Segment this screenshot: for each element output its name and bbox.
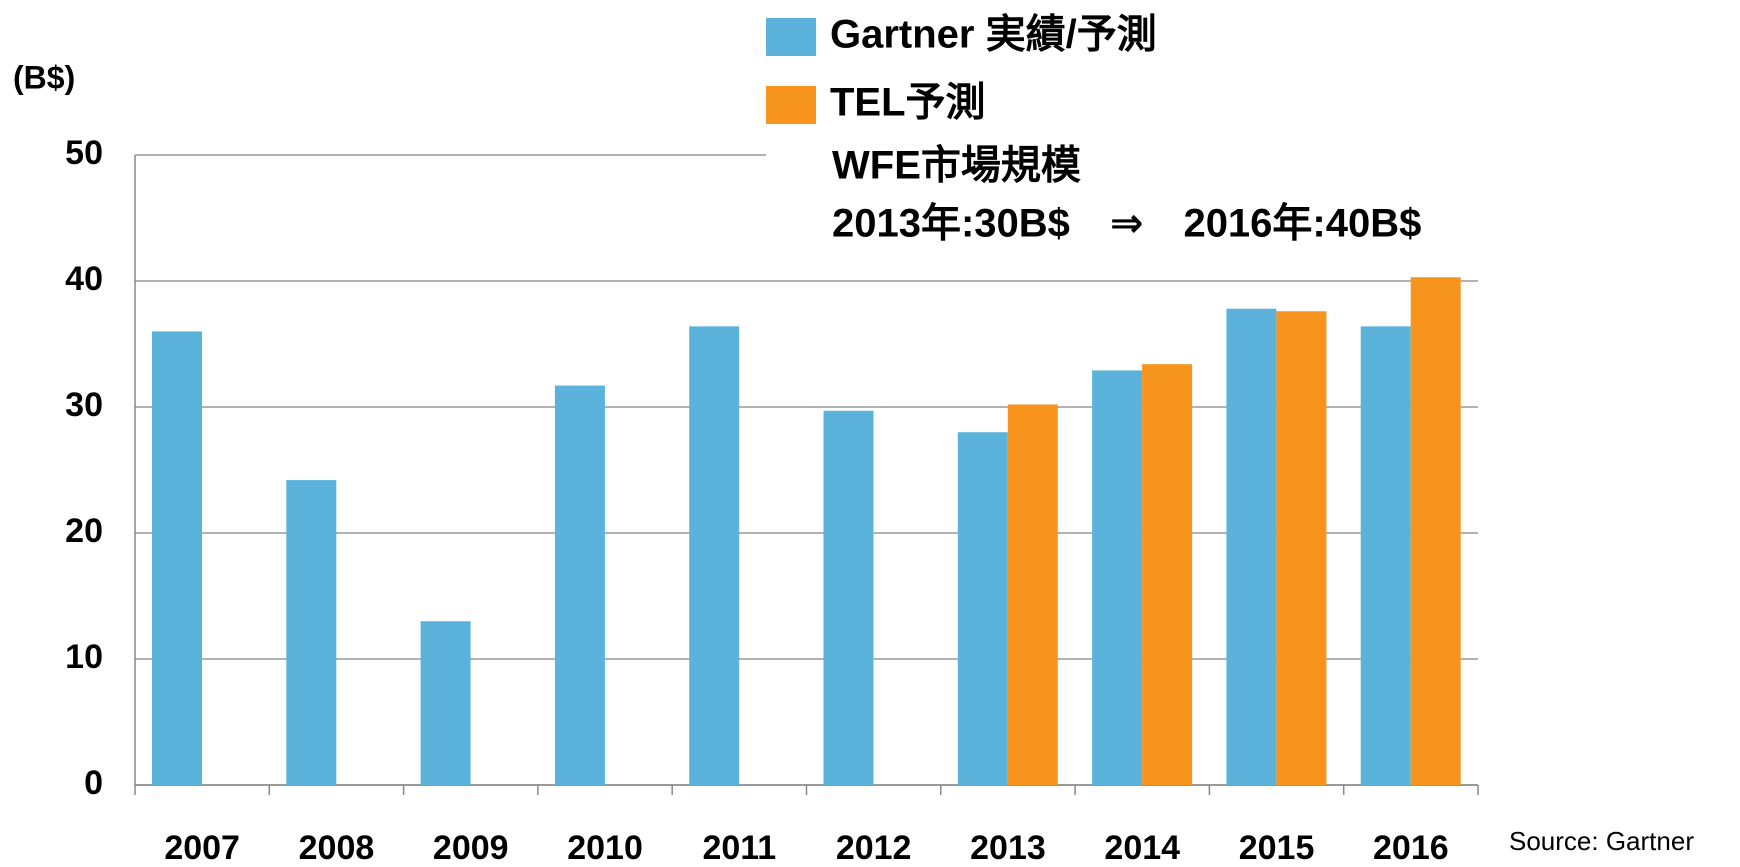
x-tick-label: 2014 (1104, 829, 1180, 867)
y-tick-label: 40 (65, 260, 103, 298)
bar (823, 410, 874, 785)
bar (1226, 308, 1277, 785)
legend-background (766, 0, 1740, 210)
x-tick-label: 2012 (836, 829, 912, 867)
x-tick-label: 2015 (1239, 829, 1315, 867)
legend-label: Gartner 実績/予測 (830, 13, 1157, 57)
y-tick-label: 50 (65, 134, 103, 172)
x-tick-label: 2008 (299, 829, 375, 867)
x-tick-label: 2016 (1373, 829, 1449, 867)
bar (1142, 364, 1193, 785)
bar (1410, 277, 1461, 785)
source: Source: Gartner (1509, 826, 1694, 856)
bar (1092, 370, 1143, 785)
bar (1007, 404, 1058, 785)
bar (689, 326, 740, 785)
y-tick-label: 0 (84, 764, 103, 802)
x-tick-label: 2007 (164, 829, 240, 867)
bar (286, 480, 337, 785)
y-axis-label: (B$) (13, 59, 75, 95)
x-tick-label: 2009 (433, 829, 509, 867)
annotation: WFE市場規模 (832, 144, 1081, 188)
bar (957, 432, 1008, 785)
bar (152, 331, 202, 785)
y-tick-label: 20 (65, 512, 103, 550)
x-tick-label: 2013 (970, 829, 1046, 867)
bar (1360, 326, 1411, 785)
legend-label: TEL予測 (830, 81, 986, 125)
y-tick-label: 30 (65, 386, 103, 424)
bar (554, 385, 605, 785)
annotation: 2013年:30B$ ⇒ 2016年:40B$ (832, 202, 1421, 246)
bar (1276, 311, 1327, 785)
legend-swatch (766, 18, 816, 56)
x-tick-label: 2010 (567, 829, 643, 867)
bar (420, 621, 471, 785)
legend-swatch (766, 86, 816, 124)
x-tick-label: 2011 (702, 829, 776, 867)
y-tick-label: 10 (65, 638, 103, 676)
